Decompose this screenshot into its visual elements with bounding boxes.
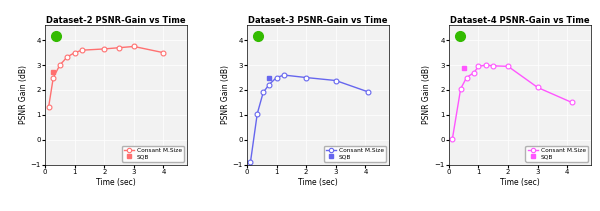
- Line: Consant M.Size: Consant M.Size: [248, 73, 371, 165]
- Legend: Consant M.Size, SQB: Consant M.Size, SQB: [122, 146, 184, 162]
- Consant M.Size: [475, 65, 482, 68]
- Line: Consant M.Size: Consant M.Size: [450, 63, 574, 141]
- Consant M.Size: [273, 76, 280, 79]
- Y-axis label: PSNR Gain (dB): PSNR Gain (dB): [19, 65, 28, 124]
- Consant M.Size: [160, 51, 167, 54]
- Title: Dataset-4 PSNR-Gain vs Time: Dataset-4 PSNR-Gain vs Time: [450, 16, 590, 24]
- Consant M.Size: [101, 48, 108, 50]
- Y-axis label: PSNR Gain (dB): PSNR Gain (dB): [422, 65, 431, 124]
- Consant M.Size: [64, 56, 71, 58]
- Consant M.Size: [463, 76, 470, 79]
- Legend: Consant M.Size, SQB: Consant M.Size, SQB: [323, 146, 386, 162]
- Title: Dataset-2 PSNR-Gain vs Time: Dataset-2 PSNR-Gain vs Time: [46, 16, 186, 24]
- Consant M.Size: [130, 45, 137, 48]
- Consant M.Size: [56, 64, 64, 66]
- Consant M.Size: [260, 91, 267, 94]
- Consant M.Size: [482, 64, 490, 66]
- Consant M.Size: [365, 91, 372, 93]
- Legend: Consant M.Size, SQB: Consant M.Size, SQB: [526, 146, 588, 162]
- Consant M.Size: [45, 106, 52, 109]
- X-axis label: Time (sec): Time (sec): [96, 177, 136, 187]
- Consant M.Size: [115, 46, 122, 49]
- Consant M.Size: [490, 65, 497, 67]
- X-axis label: Time (sec): Time (sec): [298, 177, 338, 187]
- Consant M.Size: [280, 74, 287, 76]
- Consant M.Size: [332, 79, 340, 82]
- Consant M.Size: [71, 51, 78, 54]
- Consant M.Size: [449, 138, 456, 140]
- Consant M.Size: [534, 86, 541, 89]
- Consant M.Size: [50, 76, 57, 79]
- Consant M.Size: [457, 88, 464, 90]
- Consant M.Size: [266, 83, 273, 86]
- X-axis label: Time (sec): Time (sec): [500, 177, 540, 187]
- Consant M.Size: [505, 65, 512, 68]
- Consant M.Size: [254, 112, 261, 115]
- Title: Dataset-3 PSNR-Gain vs Time: Dataset-3 PSNR-Gain vs Time: [248, 16, 388, 24]
- Consant M.Size: [247, 161, 254, 163]
- Consant M.Size: [568, 101, 575, 104]
- Consant M.Size: [79, 49, 86, 51]
- Line: Consant M.Size: Consant M.Size: [46, 44, 166, 110]
- Consant M.Size: [302, 76, 310, 79]
- Consant M.Size: [470, 71, 478, 74]
- Y-axis label: PSNR Gain (dB): PSNR Gain (dB): [221, 65, 230, 124]
